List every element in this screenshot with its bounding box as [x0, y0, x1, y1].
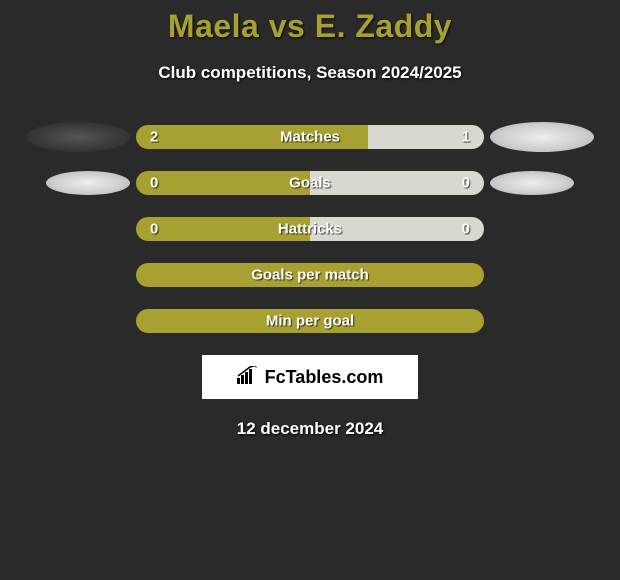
stat-right-value: 1 — [462, 129, 470, 146]
logo-box[interactable]: FcTables.com — [202, 355, 418, 399]
stat-row: Min per goal — [0, 309, 620, 333]
player-left-avatar — [26, 122, 130, 152]
stat-bar: 0 Hattricks 0 — [136, 217, 484, 241]
stat-right-value: 0 — [462, 221, 470, 238]
logo-text: FcTables.com — [265, 367, 384, 388]
player-left-avatar — [46, 171, 130, 195]
date-text: 12 december 2024 — [0, 419, 620, 439]
comparison-widget: Maela vs E. Zaddy Club competitions, Sea… — [0, 0, 620, 439]
logo: FcTables.com — [237, 366, 384, 389]
stat-label: Hattricks — [278, 221, 342, 238]
stats-list: 2 Matches 1 0 Goals 0 0 Hattricks 0 Goals per mat… — [0, 125, 620, 333]
stat-bar: 0 Goals 0 — [136, 171, 484, 195]
stat-row: 2 Matches 1 — [0, 125, 620, 149]
stat-right-value: 0 — [462, 175, 470, 192]
player-right-avatar — [490, 122, 594, 152]
stat-label: Min per goal — [266, 313, 354, 330]
page-title: Maela vs E. Zaddy — [0, 8, 620, 45]
stat-left-value: 0 — [150, 221, 158, 238]
stat-left-value: 0 — [150, 175, 158, 192]
stat-row: 0 Goals 0 — [0, 171, 620, 195]
stat-label: Matches — [280, 129, 340, 146]
stat-row: 0 Hattricks 0 — [0, 217, 620, 241]
player-right-avatar — [490, 171, 574, 195]
stat-bar: Min per goal — [136, 309, 484, 333]
stat-bar: 2 Matches 1 — [136, 125, 484, 149]
stat-row: Goals per match — [0, 263, 620, 287]
stat-label: Goals — [289, 175, 331, 192]
chart-icon — [237, 366, 259, 389]
stat-left-value: 2 — [150, 129, 158, 146]
bar-right-fill — [310, 171, 484, 195]
stat-bar: Goals per match — [136, 263, 484, 287]
subtitle: Club competitions, Season 2024/2025 — [0, 63, 620, 83]
stat-label: Goals per match — [251, 267, 369, 284]
